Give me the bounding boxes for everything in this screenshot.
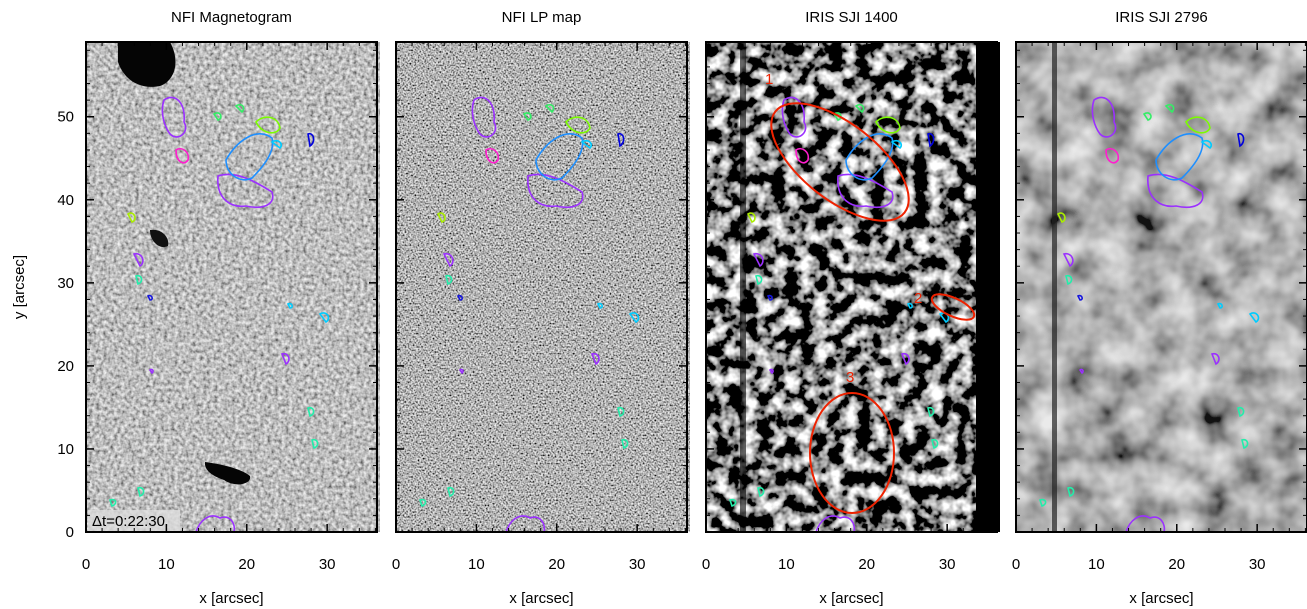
x-tick-label: 10	[158, 556, 175, 573]
x-tick-label: 0	[392, 556, 400, 573]
x-axis-label: x [arcsec]	[199, 590, 263, 607]
image-mg	[1016, 42, 1307, 533]
panel-title: IRIS SJI 2796	[1115, 9, 1208, 26]
image-lp	[396, 42, 690, 533]
panel-title: NFI LP map	[502, 9, 582, 26]
annotation: Δt=0:22:30	[92, 513, 165, 530]
annotation: 3	[846, 369, 854, 386]
panel-title: NFI Magnetogram	[171, 9, 292, 26]
x-tick-label: 30	[629, 556, 646, 573]
image-uv: 1 2 3	[706, 42, 1000, 533]
image-mag: Δt=0:22:30	[86, 42, 380, 533]
x-tick-label: 20	[1168, 556, 1185, 573]
panel-frame	[705, 41, 998, 533]
x-tick-label: 20	[238, 556, 255, 573]
x-tick-label: 0	[702, 556, 710, 573]
x-tick-label: 10	[1088, 556, 1105, 573]
x-tick-label: 30	[1249, 556, 1266, 573]
x-tick-label: 30	[939, 556, 956, 573]
annotation: 1	[765, 71, 773, 88]
panel-frame	[1015, 41, 1307, 533]
x-tick-label: 20	[548, 556, 565, 573]
annotation: 2	[914, 290, 922, 307]
x-tick-label: 30	[319, 556, 336, 573]
x-axis-label: x [arcsec]	[1129, 590, 1193, 607]
x-axis-label: x [arcsec]	[509, 590, 573, 607]
y-tick-label: 50	[57, 109, 74, 126]
y-tick-label: 0	[66, 524, 74, 541]
y-tick-label: 10	[57, 441, 74, 458]
panel-frame	[85, 41, 378, 533]
panel-title: IRIS SJI 1400	[805, 9, 898, 26]
x-tick-label: 20	[858, 556, 875, 573]
x-tick-label: 10	[778, 556, 795, 573]
x-tick-label: 0	[82, 556, 90, 573]
x-tick-label: 10	[468, 556, 485, 573]
y-tick-label: 30	[57, 275, 74, 292]
x-axis-label: x [arcsec]	[819, 590, 883, 607]
y-axis-label: y [arcsec]	[11, 255, 28, 319]
panel-frame	[395, 41, 688, 533]
y-tick-label: 40	[57, 192, 74, 209]
y-tick-label: 20	[57, 358, 74, 375]
x-tick-label: 0	[1012, 556, 1020, 573]
